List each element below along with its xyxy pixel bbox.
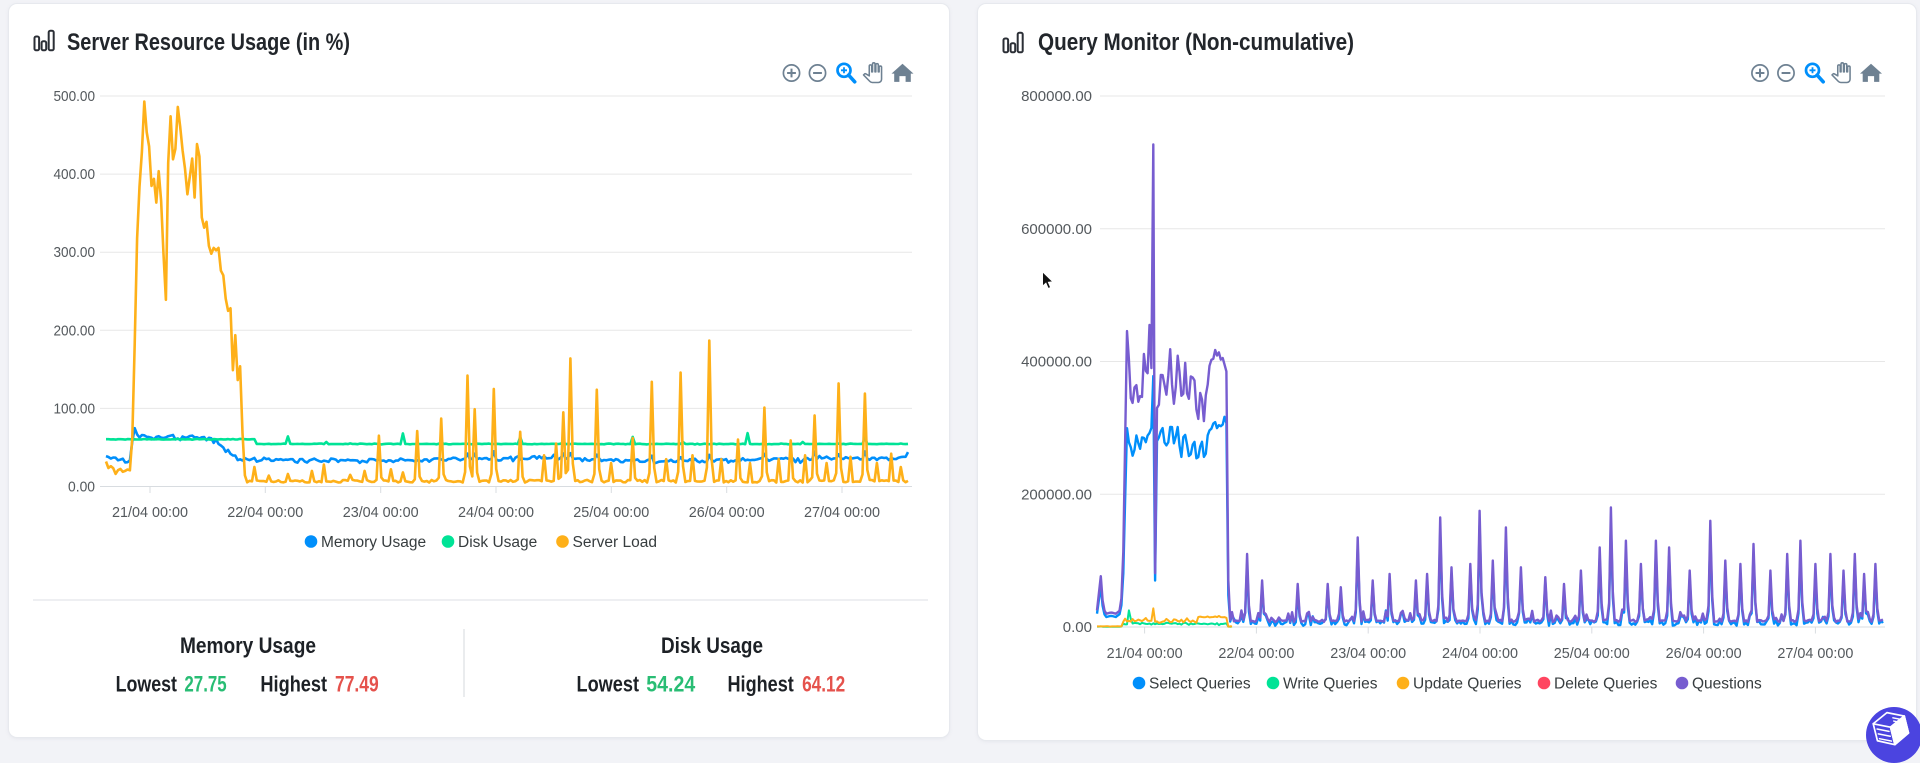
svg-text:Server Load: Server Load xyxy=(573,534,657,551)
svg-text:23/04 00:00: 23/04 00:00 xyxy=(1330,645,1406,662)
svg-text:400.00: 400.00 xyxy=(54,166,96,183)
svg-text:Query Monitor (Non-cumulative): Query Monitor (Non-cumulative) xyxy=(1038,29,1354,56)
svg-text:Lowest: Lowest xyxy=(116,671,178,696)
svg-text:200000.00: 200000.00 xyxy=(1021,486,1092,503)
svg-text:Server Resource Usage (in %): Server Resource Usage (in %) xyxy=(67,29,350,56)
svg-text:Select Queries: Select Queries xyxy=(1149,675,1251,692)
svg-text:24/04 00:00: 24/04 00:00 xyxy=(1442,645,1518,662)
svg-text:100.00: 100.00 xyxy=(54,400,96,417)
svg-text:27/04 00:00: 27/04 00:00 xyxy=(1777,645,1853,662)
svg-text:77.49: 77.49 xyxy=(335,671,379,696)
svg-text:0.00: 0.00 xyxy=(1063,619,1092,636)
svg-text:Write Queries: Write Queries xyxy=(1283,675,1378,692)
svg-text:Disk Usage: Disk Usage xyxy=(661,633,763,658)
svg-text:21/04 00:00: 21/04 00:00 xyxy=(112,504,188,521)
svg-text:Memory Usage: Memory Usage xyxy=(321,534,426,551)
svg-text:27/04 00:00: 27/04 00:00 xyxy=(804,504,880,521)
svg-text:64.12: 64.12 xyxy=(802,671,845,696)
svg-text:54.24: 54.24 xyxy=(646,671,695,696)
svg-text:22/04 00:00: 22/04 00:00 xyxy=(227,504,303,521)
svg-text:800000.00: 800000.00 xyxy=(1021,88,1092,105)
svg-text:25/04 00:00: 25/04 00:00 xyxy=(573,504,649,521)
svg-text:23/04 00:00: 23/04 00:00 xyxy=(343,504,419,521)
svg-text:0.00: 0.00 xyxy=(68,479,95,496)
svg-text:26/04 00:00: 26/04 00:00 xyxy=(1666,645,1742,662)
svg-text:Disk Usage: Disk Usage xyxy=(458,534,537,551)
svg-text:300.00: 300.00 xyxy=(54,244,96,261)
svg-text:26/04 00:00: 26/04 00:00 xyxy=(689,504,765,521)
svg-text:Highest: Highest xyxy=(260,671,327,696)
svg-text:25/04 00:00: 25/04 00:00 xyxy=(1554,645,1630,662)
svg-text:Memory Usage: Memory Usage xyxy=(180,633,316,658)
svg-text:Highest: Highest xyxy=(728,671,795,696)
svg-text:Delete Queries: Delete Queries xyxy=(1554,675,1658,692)
svg-text:200.00: 200.00 xyxy=(54,322,96,339)
svg-text:Lowest: Lowest xyxy=(577,671,640,696)
svg-text:21/04 00:00: 21/04 00:00 xyxy=(1107,645,1183,662)
svg-text:22/04 00:00: 22/04 00:00 xyxy=(1218,645,1294,662)
svg-text:24/04 00:00: 24/04 00:00 xyxy=(458,504,534,521)
svg-text:Questions: Questions xyxy=(1692,675,1762,692)
svg-text:600000.00: 600000.00 xyxy=(1021,221,1092,238)
svg-text:27.75: 27.75 xyxy=(184,671,226,696)
svg-text:400000.00: 400000.00 xyxy=(1021,354,1092,371)
svg-text:500.00: 500.00 xyxy=(54,88,96,105)
svg-text:Update Queries: Update Queries xyxy=(1413,675,1522,692)
